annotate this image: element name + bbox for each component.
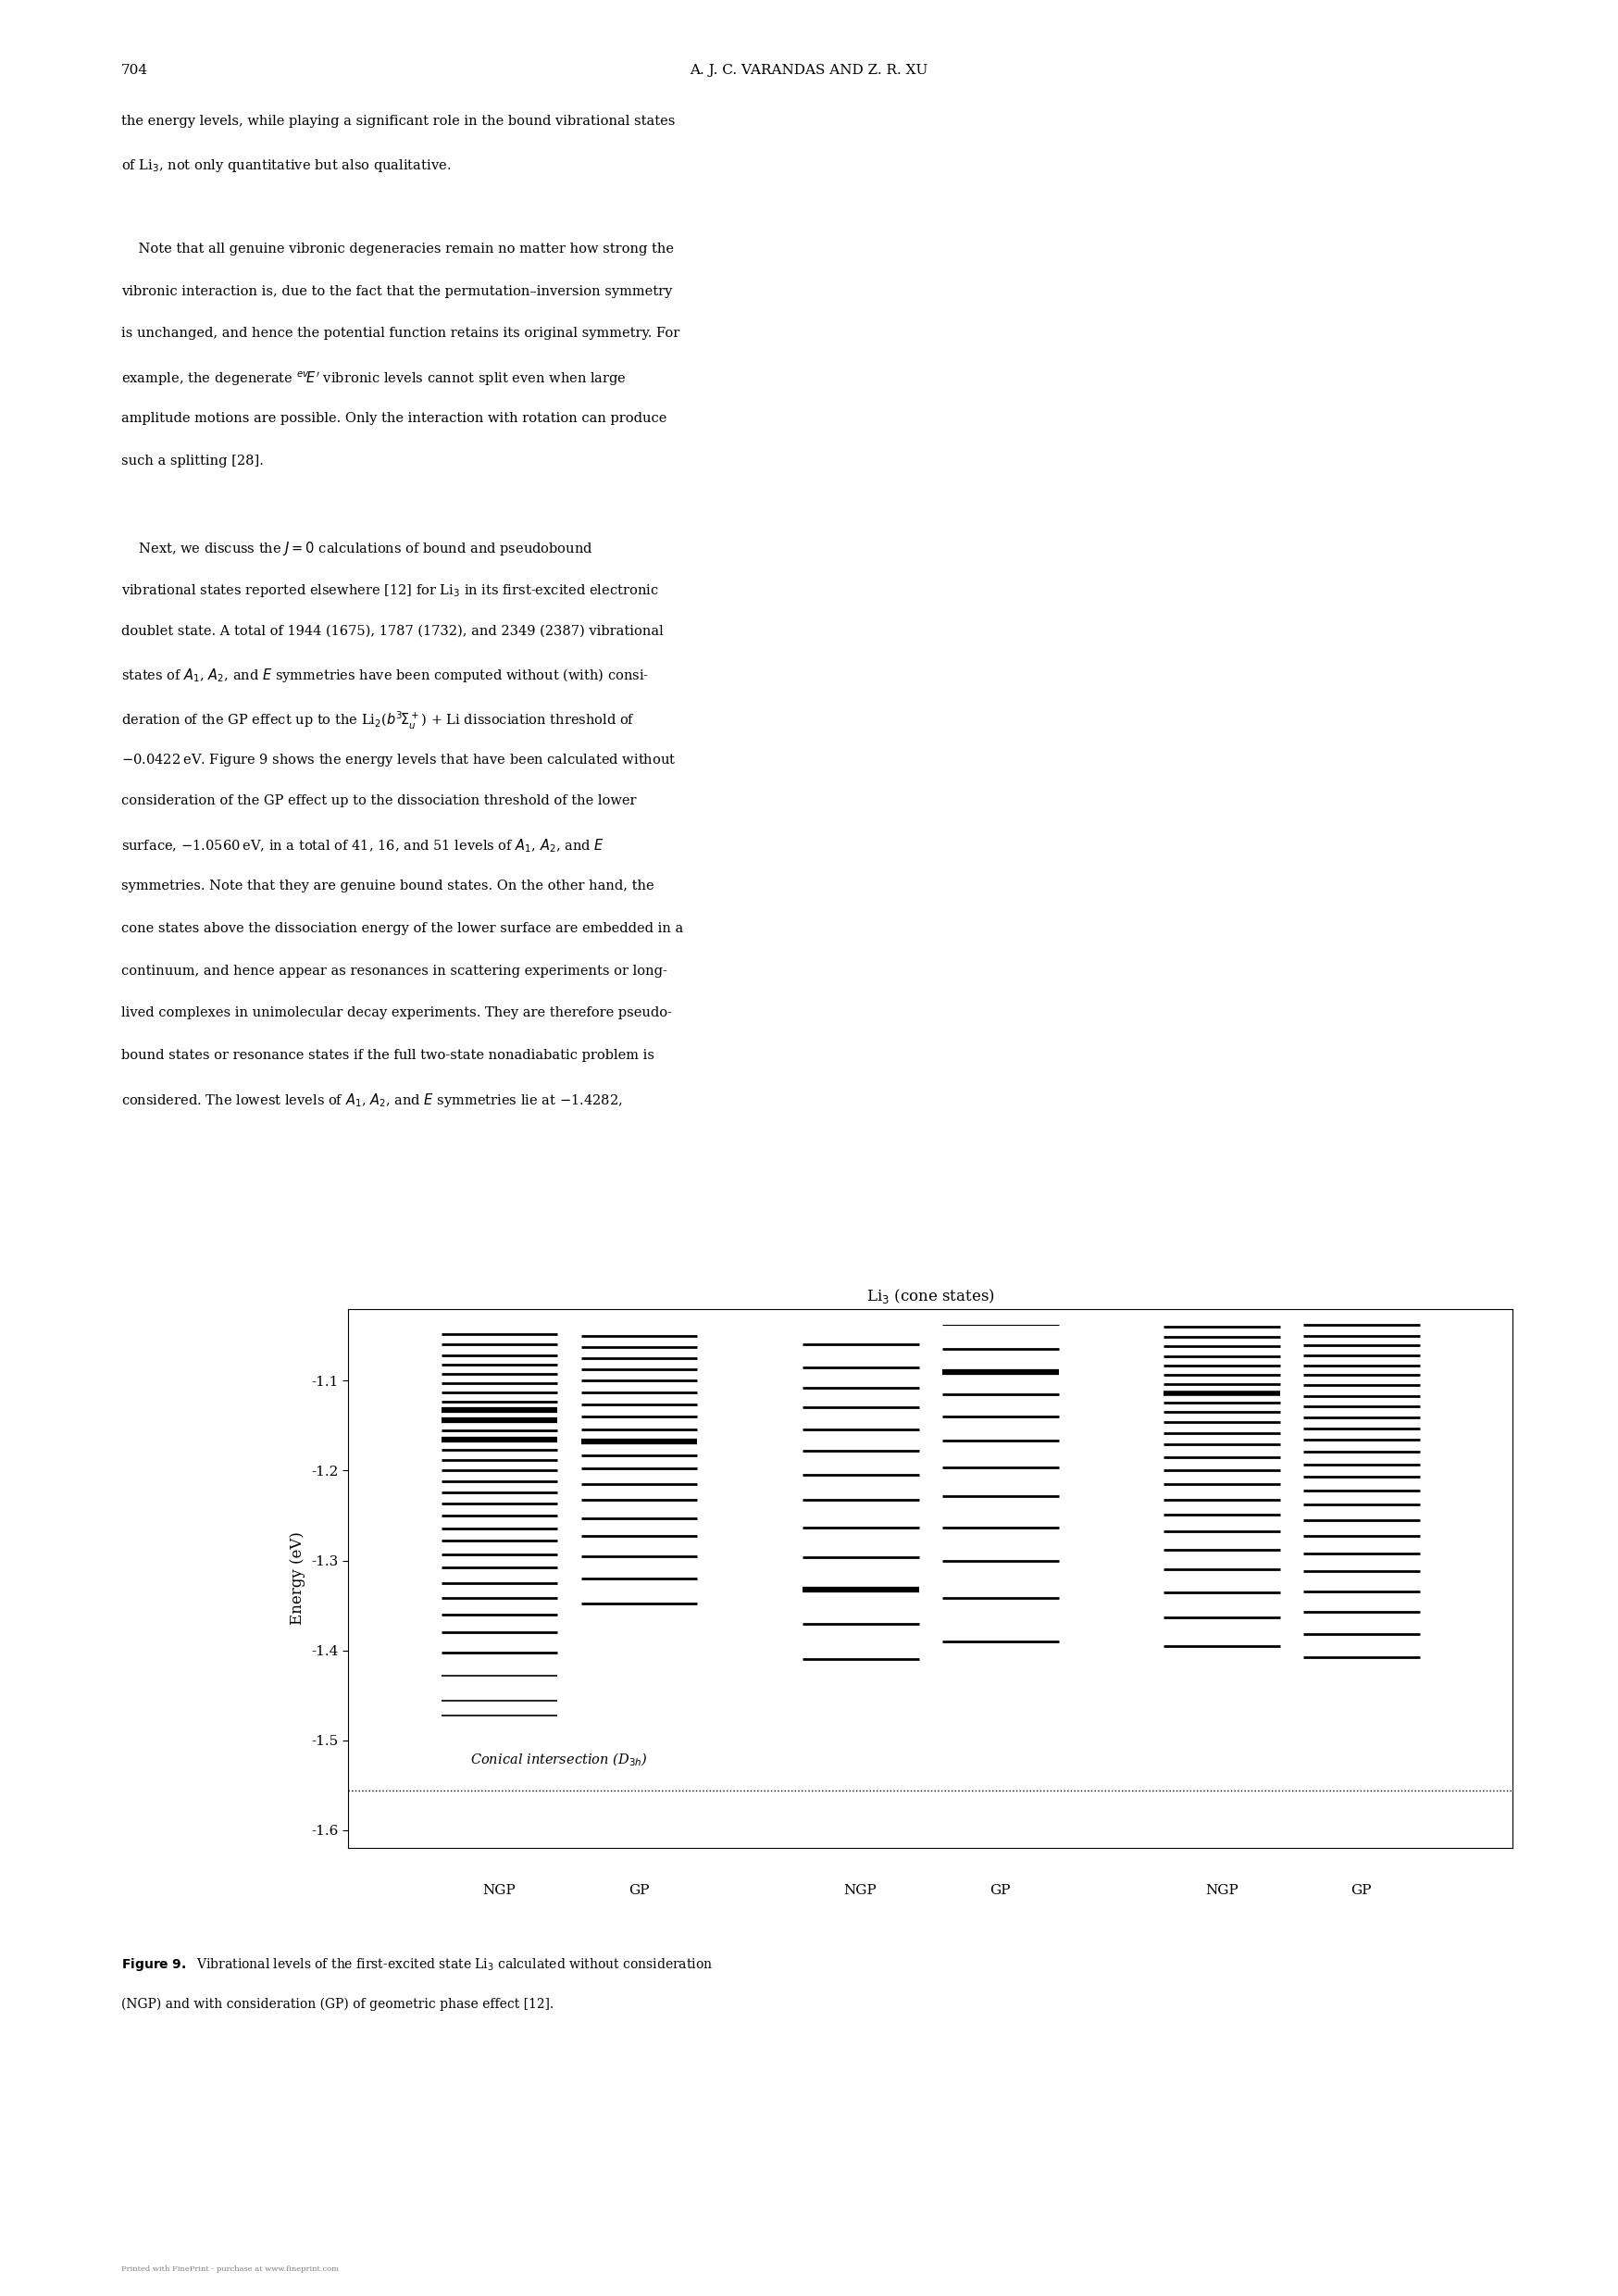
Text: NGP: NGP <box>1205 1885 1238 1896</box>
Text: vibronic interaction is, due to the fact that the permutation–inversion symmetry: vibronic interaction is, due to the fact… <box>121 285 673 298</box>
Text: such a splitting [28].: such a splitting [28]. <box>121 455 264 468</box>
Text: deration of the GP effect up to the Li$_2$($b^3\!\Sigma_u^+$) + Li dissociation : deration of the GP effect up to the Li$_… <box>121 709 636 730</box>
Text: (NGP) and with consideration (GP) of geometric phase effect [12].: (NGP) and with consideration (GP) of geo… <box>121 1998 553 2011</box>
Text: symmetries. Note that they are genuine bound states. On the other hand, the: symmetries. Note that they are genuine b… <box>121 879 654 893</box>
Text: of Li$_3$, not only quantitative but also qualitative.: of Li$_3$, not only quantitative but als… <box>121 156 451 174</box>
Text: Next, we discuss the $J = 0$ calculations of bound and pseudobound: Next, we discuss the $J = 0$ calculation… <box>121 540 594 558</box>
Title: Li$_3$ (cone states): Li$_3$ (cone states) <box>866 1288 995 1306</box>
Text: $-$0.0422 eV. Figure 9 shows the energy levels that have been calculated without: $-$0.0422 eV. Figure 9 shows the energy … <box>121 753 676 769</box>
Text: $\mathbf{Figure\ 9.}$  Vibrational levels of the first-excited state Li$_3$ calc: $\mathbf{Figure\ 9.}$ Vibrational levels… <box>121 1956 714 1972</box>
Y-axis label: Energy (eV): Energy (eV) <box>290 1531 306 1626</box>
Text: bound states or resonance states if the full two-state nonadiabatic problem is: bound states or resonance states if the … <box>121 1049 655 1063</box>
Text: considered. The lowest levels of $A_1$, $A_2$, and $E$ symmetries lie at $-$1.42: considered. The lowest levels of $A_1$, … <box>121 1093 623 1109</box>
Text: surface, $-$1.0560 eV, in a total of 41, 16, and 51 levels of $A_1$, $A_2$, and : surface, $-$1.0560 eV, in a total of 41,… <box>121 838 604 854</box>
Text: cone states above the dissociation energy of the lower surface are embedded in a: cone states above the dissociation energ… <box>121 921 683 934</box>
Text: vibrational states reported elsewhere [12] for Li$_3$ in its first-excited elect: vibrational states reported elsewhere [1… <box>121 583 659 599</box>
Text: example, the degenerate $^{ev}\!E'$ vibronic levels cannot split even when large: example, the degenerate $^{ev}\!E'$ vibr… <box>121 370 626 388</box>
Text: NGP: NGP <box>845 1885 877 1896</box>
Text: is unchanged, and hence the potential function retains its original symmetry. Fo: is unchanged, and hence the potential fu… <box>121 328 680 340</box>
Text: consideration of the GP effect up to the dissociation threshold of the lower: consideration of the GP effect up to the… <box>121 794 636 808</box>
Text: GP: GP <box>990 1885 1011 1896</box>
Text: amplitude motions are possible. Only the interaction with rotation can produce: amplitude motions are possible. Only the… <box>121 413 667 425</box>
Text: GP: GP <box>1351 1885 1372 1896</box>
Text: Conical intersection (D$_{3h}$): Conical intersection (D$_{3h}$) <box>471 1752 647 1768</box>
Text: states of $A_1$, $A_2$, and $E$ symmetries have been computed without (with) con: states of $A_1$, $A_2$, and $E$ symmetri… <box>121 666 649 684</box>
Text: the energy levels, while playing a significant role in the bound vibrational sta: the energy levels, while playing a signi… <box>121 115 675 129</box>
Text: continuum, and hence appear as resonances in scattering experiments or long-: continuum, and hence appear as resonance… <box>121 964 667 978</box>
Text: lived complexes in unimolecular decay experiments. They are therefore pseudo-: lived complexes in unimolecular decay ex… <box>121 1006 671 1019</box>
Text: doublet state. A total of 1944 (1675), 1787 (1732), and 2349 (2387) vibrational: doublet state. A total of 1944 (1675), 1… <box>121 625 663 638</box>
Text: Note that all genuine vibronic degeneracies remain no matter how strong the: Note that all genuine vibronic degenerac… <box>121 241 675 255</box>
Text: GP: GP <box>629 1885 649 1896</box>
Text: 704: 704 <box>121 64 149 78</box>
Text: Printed with FinePrint - purchase at www.fineprint.com: Printed with FinePrint - purchase at www… <box>121 2266 338 2273</box>
Text: NGP: NGP <box>482 1885 516 1896</box>
Text: A. J. C. VARANDAS AND Z. R. XU: A. J. C. VARANDAS AND Z. R. XU <box>689 64 929 78</box>
